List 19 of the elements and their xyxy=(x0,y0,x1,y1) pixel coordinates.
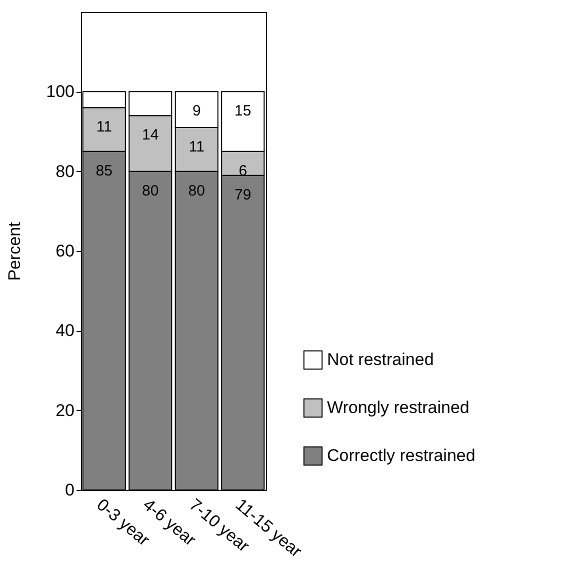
data-label: 80 xyxy=(142,182,159,200)
data-label: 80 xyxy=(188,182,205,200)
y-tick-label: 40 xyxy=(56,321,74,340)
data-label: 11 xyxy=(96,118,112,136)
y-tick-label: 60 xyxy=(56,242,74,260)
data-label: 79 xyxy=(234,186,252,204)
data-label: 15 xyxy=(234,102,252,120)
y-axis-title: Percent xyxy=(5,222,24,281)
y-tick-label: 80 xyxy=(56,162,74,181)
y-tick-label: 0 xyxy=(65,480,74,500)
legend-label: Wrongly restrained xyxy=(327,398,470,417)
data-label: 14 xyxy=(142,126,159,144)
data-label: 85 xyxy=(96,162,112,180)
y-tick-label: 100 xyxy=(46,82,74,102)
y-tick-label: 20 xyxy=(56,400,74,420)
data-label: 11 xyxy=(188,138,204,156)
legend-label: Correctly restrained xyxy=(327,446,476,465)
data-label: 9 xyxy=(192,102,201,120)
legend-label: Not restrained xyxy=(327,350,434,369)
